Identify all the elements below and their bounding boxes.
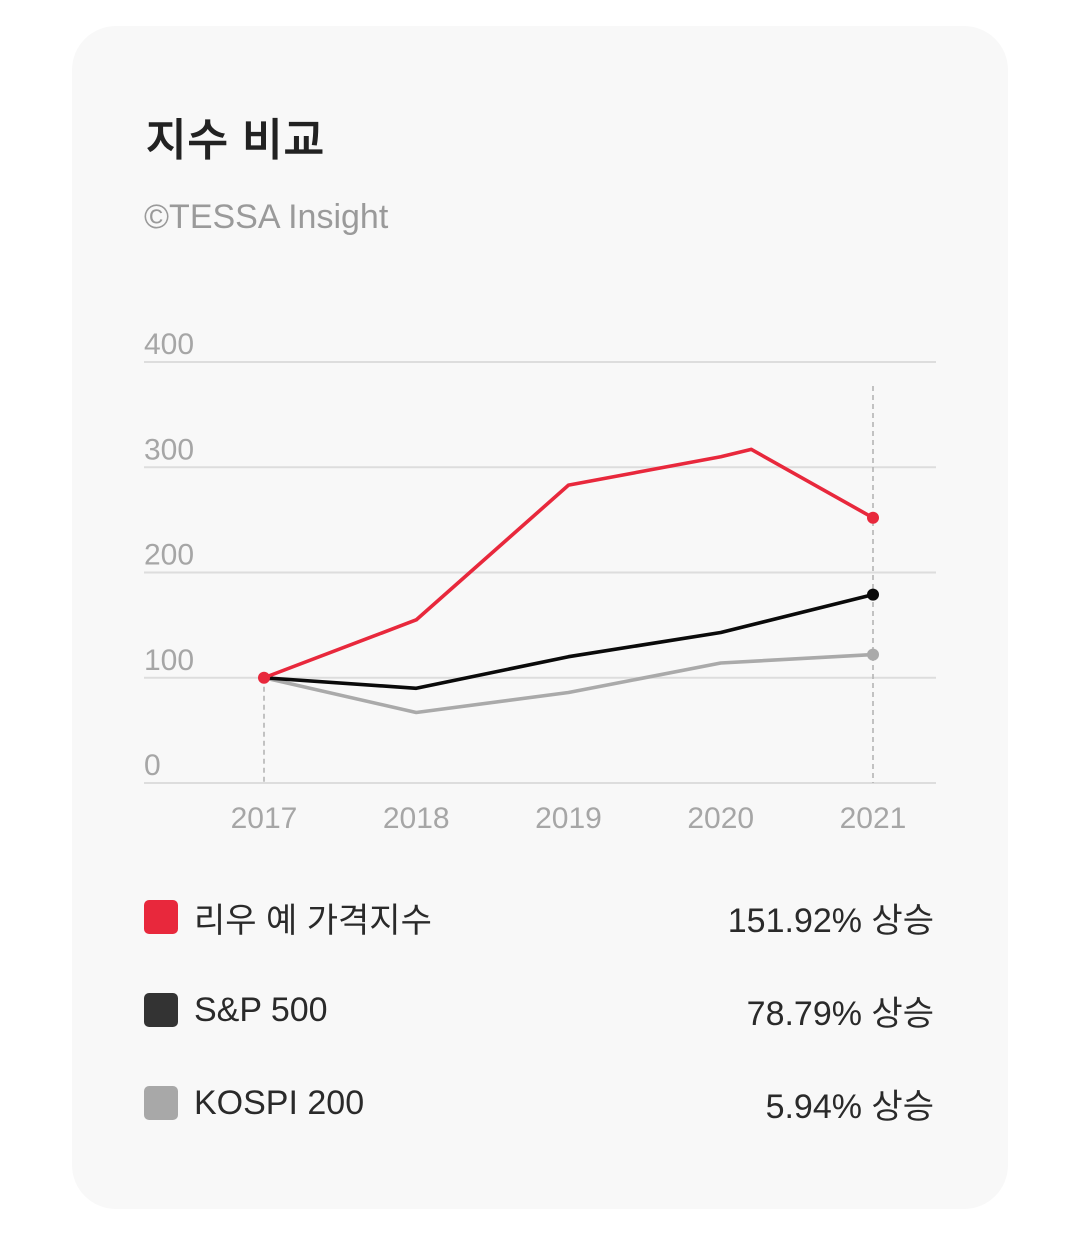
x-tick-label: 2020 bbox=[687, 802, 754, 835]
legend-change: 5.94% 상승 bbox=[765, 1087, 934, 1126]
series-line bbox=[262, 652, 875, 715]
y-tick-label: 100 bbox=[144, 644, 194, 677]
legend-row-sp500: S&P 500 78.79% 상승 bbox=[144, 986, 934, 1034]
x-tick-label: 2021 bbox=[840, 802, 907, 835]
y-tick-label: 400 bbox=[144, 328, 194, 361]
y-tick-label: 300 bbox=[144, 433, 194, 466]
legend-swatch bbox=[144, 1086, 178, 1120]
series-end-marker bbox=[867, 511, 879, 524]
series-start-marker bbox=[258, 671, 270, 684]
chart-card bbox=[72, 26, 1008, 1209]
y-tick-label: 0 bbox=[144, 749, 161, 782]
legend-change: 151.92% 상승 bbox=[727, 901, 934, 940]
legend-change: 78.79% 상승 bbox=[746, 994, 934, 1033]
x-tick-label: 2018 bbox=[383, 802, 450, 835]
series-line bbox=[262, 447, 875, 680]
x-tick-label: 2017 bbox=[231, 802, 298, 835]
legend-name: S&P 500 bbox=[194, 990, 328, 1029]
y-tick-label: 200 bbox=[144, 539, 194, 572]
series-end-marker bbox=[867, 648, 879, 661]
legend-swatch bbox=[144, 993, 178, 1027]
card-subtitle: ©TESSA Insight bbox=[144, 198, 389, 236]
legend-row-kospi200: KOSPI 200 5.94% 상승 bbox=[144, 1079, 934, 1127]
card-title: 지수 비교 bbox=[146, 116, 326, 165]
x-tick-label: 2019 bbox=[535, 802, 602, 835]
legend-name: 리우 예 가격지수 bbox=[194, 901, 432, 940]
legend-swatch bbox=[144, 900, 178, 934]
legend-name: KOSPI 200 bbox=[194, 1083, 365, 1122]
series-end-marker bbox=[867, 588, 879, 601]
series-line bbox=[262, 592, 875, 691]
legend-row-riu: 리우 예 가격지수 151.92% 상승 bbox=[144, 893, 934, 941]
